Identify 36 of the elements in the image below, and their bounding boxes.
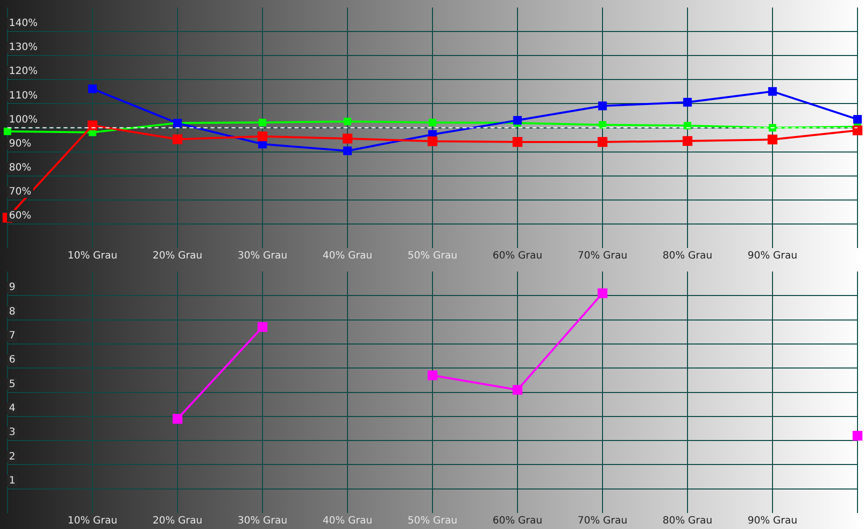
y-tick-label: 7 bbox=[9, 330, 16, 342]
x-tick-label: 50% Grau bbox=[408, 516, 458, 527]
y-tick-label: 90% bbox=[9, 138, 32, 150]
x-tick-label: 30% Grau bbox=[238, 250, 288, 262]
y-tick-label: 100% bbox=[9, 114, 38, 126]
x-tick-label: 10% Grau bbox=[68, 516, 118, 527]
y-tick-label: 130% bbox=[9, 42, 38, 54]
y-tick-label: 1 bbox=[9, 475, 16, 486]
x-tick-label: 70% Grau bbox=[578, 516, 628, 527]
y-tick-label: 60% bbox=[9, 210, 32, 222]
y-tick-label: 70% bbox=[9, 186, 32, 198]
x-tick-label: 80% Grau bbox=[662, 250, 712, 262]
x-tick-label: 60% Grau bbox=[492, 516, 542, 527]
y-tick-label: 6 bbox=[9, 354, 16, 366]
x-tick-label: 20% Grau bbox=[152, 516, 202, 527]
y-tick-label: 120% bbox=[9, 66, 38, 78]
x-tick-label: 10% Grau bbox=[68, 250, 118, 262]
x-tick-label: 40% Grau bbox=[322, 250, 372, 262]
x-tick-label: 30% Grau bbox=[238, 516, 288, 527]
y-tick-label: 3 bbox=[9, 427, 16, 438]
y-tick-label: 2 bbox=[9, 451, 16, 462]
x-tick-label: 70% Grau bbox=[578, 250, 628, 262]
y-tick-label: 110% bbox=[9, 90, 38, 102]
y-tick-label: 8 bbox=[9, 306, 16, 318]
y-tick-label: 4 bbox=[9, 402, 16, 414]
y-tick-label: 140% bbox=[9, 18, 38, 30]
x-tick-label: 20% Grau bbox=[152, 250, 202, 262]
x-tick-label: 80% Grau bbox=[662, 516, 712, 527]
y-tick-label: 5 bbox=[9, 378, 16, 390]
x-tick-label: 90% Grau bbox=[748, 516, 798, 527]
x-tick-label: 90% Grau bbox=[748, 250, 798, 262]
y-tick-label: 80% bbox=[9, 162, 32, 174]
x-tick-label: 60% Grau bbox=[492, 250, 542, 262]
x-tick-label: 40% Grau bbox=[322, 516, 372, 527]
y-tick-label: 9 bbox=[9, 282, 16, 294]
x-tick-label: 50% Grau bbox=[408, 250, 458, 262]
